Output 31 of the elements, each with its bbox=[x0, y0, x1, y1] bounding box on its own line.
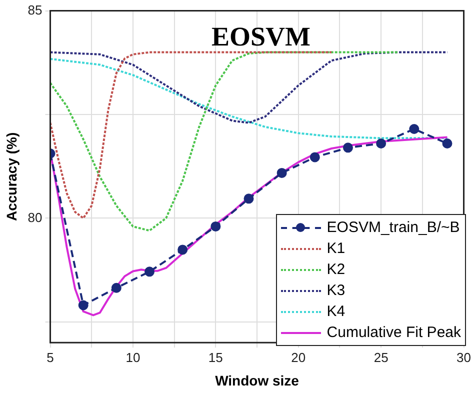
x-tick-label: 15 bbox=[208, 350, 223, 365]
y-axis-title: Accuracy (%) bbox=[3, 132, 20, 222]
legend-label: K1 bbox=[326, 239, 346, 259]
legend-label: K3 bbox=[326, 281, 346, 301]
point bbox=[210, 221, 221, 232]
chart-title: EOSVM bbox=[212, 21, 311, 52]
point bbox=[442, 138, 452, 149]
point bbox=[376, 138, 386, 149]
x-axis-title: Window size bbox=[215, 372, 300, 388]
line-series bbox=[50, 51, 332, 220]
line-series bbox=[50, 51, 448, 124]
point bbox=[342, 142, 353, 153]
point bbox=[111, 282, 122, 293]
point bbox=[276, 168, 287, 178]
point bbox=[144, 266, 155, 277]
x-tick-label: 5 bbox=[46, 350, 54, 365]
point bbox=[78, 300, 88, 310]
point bbox=[178, 244, 188, 255]
legend-label: K2 bbox=[326, 260, 346, 280]
y-tick-label: 85 bbox=[28, 2, 42, 18]
x-tick-label: 10 bbox=[126, 350, 140, 365]
legend-label: K4 bbox=[326, 302, 346, 322]
x-tick-label: 30 bbox=[456, 350, 472, 365]
x-tick-label: 25 bbox=[374, 350, 388, 365]
point bbox=[409, 124, 420, 134]
y-tick-label: 80 bbox=[28, 210, 42, 225]
legend-label: EOSVM_train_B/~B bbox=[326, 218, 460, 238]
point bbox=[310, 152, 320, 162]
x-tick-label: 20 bbox=[291, 350, 306, 365]
point bbox=[244, 194, 254, 204]
legend-label: Cumulative Fit Peak bbox=[326, 323, 461, 343]
